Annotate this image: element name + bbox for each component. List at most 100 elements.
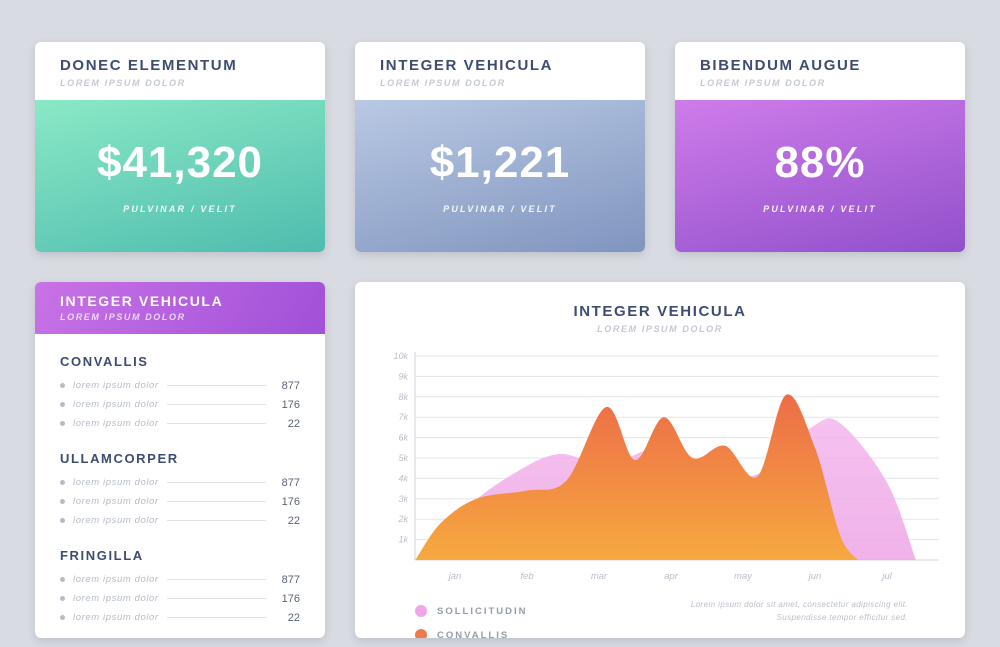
x-axis-label: apr xyxy=(664,571,679,582)
list-row: lorem ipsum dolor 176 xyxy=(60,492,300,511)
list-section-convallis: CONVALLIS lorem ipsum dolor 877 lorem ipsum… xyxy=(60,354,300,433)
x-axis-label: jan xyxy=(447,571,462,582)
note-line: Suspendisse tempor efficitur sed. xyxy=(776,613,908,622)
y-axis-label: 3k xyxy=(398,494,408,504)
list-section-title: CONVALLIS xyxy=(60,354,149,369)
list-row: lorem ipsum dolor 877 xyxy=(60,570,300,589)
leader-line xyxy=(166,598,266,599)
stat-card-subtitle: LOREM IPSUM DOLOR xyxy=(700,78,826,88)
list-card-header: INTEGER VEHICULA LOREM IPSUM DOLOR xyxy=(35,282,325,334)
list-row-value: 877 xyxy=(281,476,300,489)
x-axis-label: mar xyxy=(591,571,608,582)
y-axis-label: 2k xyxy=(397,514,408,524)
list-row-value: 22 xyxy=(287,417,300,430)
list-card-subtitle: LOREM IPSUM DOLOR xyxy=(60,312,186,322)
stat-card-value-panel: $1,221 PULVINAR / VELIT xyxy=(355,100,645,252)
y-axis-label: 1k xyxy=(398,535,408,545)
list-row-label: lorem ipsum dolor xyxy=(73,515,159,526)
list-section-fringilla: FRINGILLA lorem ipsum dolor 877 lorem ipsum… xyxy=(60,548,300,627)
legend-item-sollicitudin: SOLLICITUDIN xyxy=(415,599,528,623)
legend-label: SOLLICITUDIN xyxy=(437,605,528,617)
note-line: Lorem ipsum dolor sit amet, consectetur … xyxy=(690,600,908,609)
list-section-title: ULLAMCORPER xyxy=(60,451,179,466)
bullet-icon xyxy=(60,577,65,582)
list-row-label: lorem ipsum dolor xyxy=(73,612,159,623)
area-chart: 1k 2k 3k 4k 5k 6k 7k 8k 9k 10k jan feb mar apr may jun j… xyxy=(393,351,939,582)
legend-item-convallis: CONVALLIS xyxy=(415,623,528,638)
bullet-icon xyxy=(60,480,65,485)
stat-card-header: BIBENDUM AUGUE LOREM IPSUM DOLOR xyxy=(675,42,965,100)
list-row-label: lorem ipsum dolor xyxy=(73,399,159,410)
list-row-value: 22 xyxy=(287,514,300,527)
stat-card-title: BIBENDUM AUGUE xyxy=(700,57,862,74)
stat-card-value: 88% xyxy=(774,138,866,187)
leader-line xyxy=(166,520,266,521)
chart-card: INTEGER VEHICULA LOREM IPSUM DOLOR 1k 2k 3… xyxy=(355,282,965,638)
y-axis-label: 9k xyxy=(398,371,408,381)
list-row-label: lorem ipsum dolor xyxy=(73,380,159,391)
stat-card-header: INTEGER VEHICULA LOREM IPSUM DOLOR xyxy=(355,42,645,100)
stat-card-bibendum-augue: BIBENDUM AUGUE LOREM IPSUM DOLOR 88% PUL… xyxy=(675,42,965,252)
list-row-label: lorem ipsum dolor xyxy=(73,496,159,507)
list-row: lorem ipsum dolor 22 xyxy=(60,511,300,530)
list-row-value: 176 xyxy=(281,495,300,508)
stat-card-header: DONEC ELEMENTUM LOREM IPSUM DOLOR xyxy=(35,42,325,100)
stat-card-value-panel: 88% PULVINAR / VELIT xyxy=(675,100,965,252)
leader-line xyxy=(166,385,266,386)
list-row-value: 176 xyxy=(281,592,300,605)
y-axis-label: 4k xyxy=(398,473,408,483)
list-row-value: 877 xyxy=(281,573,300,586)
y-axis-label: 7k xyxy=(398,412,408,422)
stat-card-caption: PULVINAR / VELIT xyxy=(123,204,237,214)
list-row: lorem ipsum dolor 877 xyxy=(60,376,300,395)
legend-dot-icon xyxy=(415,629,427,638)
x-axis-label: feb xyxy=(520,571,533,582)
list-row: lorem ipsum dolor 22 xyxy=(60,414,300,433)
leader-line xyxy=(166,617,266,618)
y-axis-label: 5k xyxy=(398,453,408,463)
y-axis-label: 8k xyxy=(398,392,408,402)
stat-card-caption: PULVINAR / VELIT xyxy=(763,204,877,214)
x-axis-label: jun xyxy=(807,571,822,582)
leader-line xyxy=(166,423,266,424)
leader-line xyxy=(166,501,266,502)
stat-card-integer-vehicula: INTEGER VEHICULA LOREM IPSUM DOLOR $1,22… xyxy=(355,42,645,252)
bullet-icon xyxy=(60,421,65,426)
list-row-value: 877 xyxy=(281,379,300,392)
list-row: lorem ipsum dolor 176 xyxy=(60,589,300,608)
list-row-label: lorem ipsum dolor xyxy=(73,593,159,604)
bullet-icon xyxy=(60,518,65,523)
list-row: lorem ipsum dolor 877 xyxy=(60,473,300,492)
y-axis-label: 10k xyxy=(393,351,408,361)
y-axis-label: 6k xyxy=(398,433,408,443)
list-row-label: lorem ipsum dolor xyxy=(73,418,159,429)
list-row: lorem ipsum dolor 22 xyxy=(60,608,300,627)
stat-card-title: DONEC ELEMENTUM xyxy=(60,57,238,74)
leader-line xyxy=(166,404,266,405)
list-section-ullamcorper: ULLAMCORPER lorem ipsum dolor 877 lorem ips… xyxy=(60,451,300,530)
leader-line xyxy=(166,482,266,483)
list-card-title: INTEGER VEHICULA xyxy=(60,293,224,309)
series-area-convallis xyxy=(415,394,859,560)
stat-card-value: $1,221 xyxy=(429,138,571,187)
chart-note: Lorem ipsum dolor sit amet, consectetur … xyxy=(691,598,908,624)
x-axis-label: may xyxy=(734,571,753,582)
list-card: INTEGER VEHICULA LOREM IPSUM DOLOR CONVA… xyxy=(35,282,325,638)
bullet-icon xyxy=(60,402,65,407)
stat-card-caption: PULVINAR / VELIT xyxy=(443,204,557,214)
stat-card-value: $41,320 xyxy=(96,138,264,187)
stat-card-value-panel: $41,320 PULVINAR / VELIT xyxy=(35,100,325,252)
list-card-body: CONVALLIS lorem ipsum dolor 877 lorem ipsum… xyxy=(35,334,325,627)
legend-label: CONVALLIS xyxy=(437,629,510,639)
bullet-icon xyxy=(60,499,65,504)
stat-card-subtitle: LOREM IPSUM DOLOR xyxy=(60,78,186,88)
leader-line xyxy=(166,579,266,580)
stat-card-title: INTEGER VEHICULA xyxy=(380,57,554,74)
list-row-label: lorem ipsum dolor xyxy=(73,477,159,488)
list-section-title: FRINGILLA xyxy=(60,548,144,563)
stat-card-subtitle: LOREM IPSUM DOLOR xyxy=(380,78,506,88)
legend-dot-icon xyxy=(415,605,427,617)
list-row-label: lorem ipsum dolor xyxy=(73,574,159,585)
chart-legend: SOLLICITUDIN CONVALLIS xyxy=(415,599,528,638)
stat-card-donec-elementum: DONEC ELEMENTUM LOREM IPSUM DOLOR $41,32… xyxy=(35,42,325,252)
